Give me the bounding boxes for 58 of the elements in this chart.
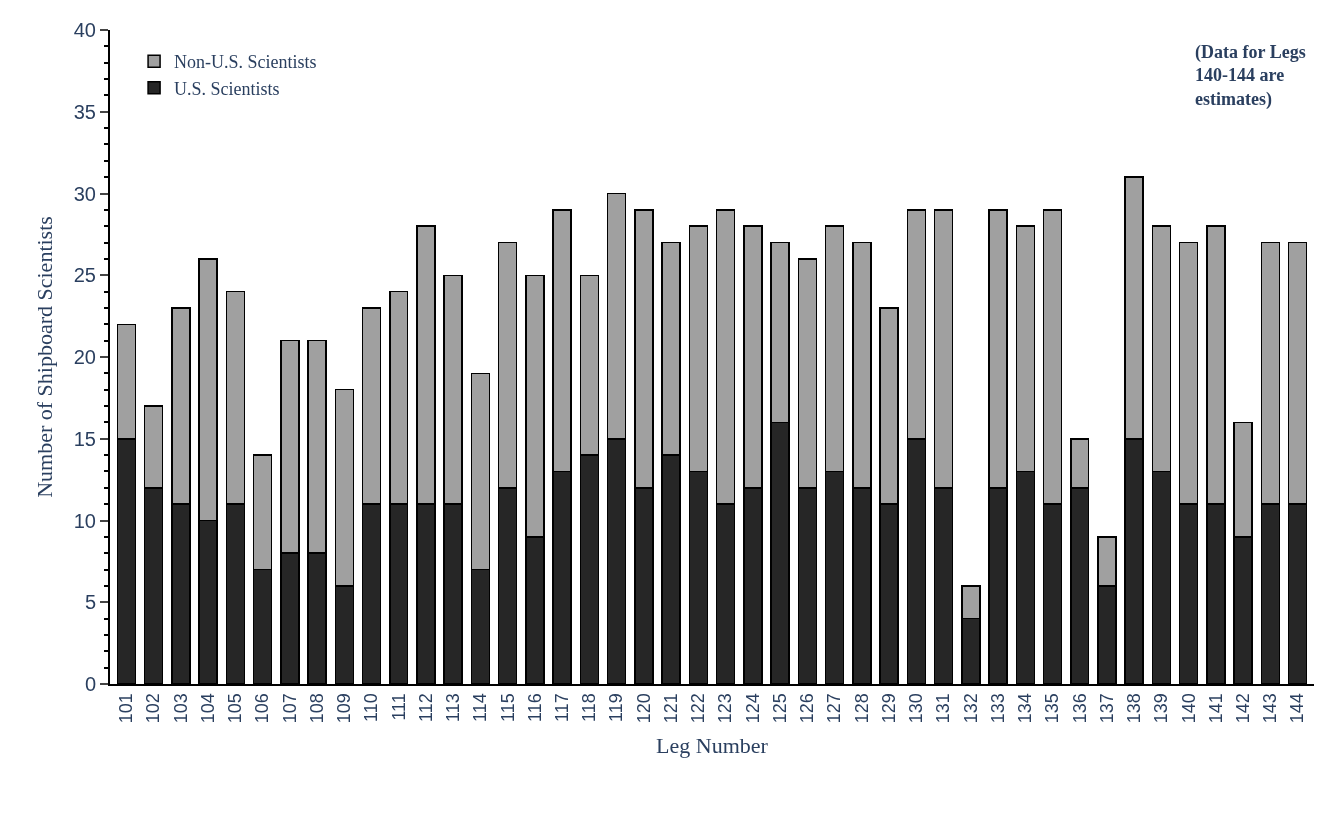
x-tick-label: 127	[824, 693, 845, 724]
x-tick-label: 144	[1287, 693, 1308, 724]
y-axis-title: Number of Shipboard Scientists	[32, 216, 58, 498]
x-tick-label: 142	[1233, 693, 1254, 724]
y-tick-label: 30	[73, 182, 96, 205]
x-tick-label: 140	[1178, 693, 1199, 724]
x-tick-label: 101	[116, 693, 137, 724]
x-tick-label: 137	[1096, 693, 1117, 724]
annotation: (Data for Legs 140-144 are estimates)	[1195, 42, 1306, 110]
y-tick-label: 20	[73, 346, 96, 368]
x-tick-label: 105	[225, 693, 246, 724]
x-tick-label: 135	[1042, 693, 1063, 724]
x-tick-label: 113	[443, 693, 464, 722]
x-tick-label: 129	[878, 693, 899, 724]
x-tick-label: 126	[797, 693, 818, 724]
x-tick-label: 116	[524, 693, 545, 722]
x-tick-label: 138	[1124, 693, 1145, 724]
x-tick-label: 106	[252, 693, 273, 724]
x-tick-label: 103	[170, 693, 191, 724]
x-tick-label: 136	[1069, 693, 1090, 724]
x-tick-label: 111	[388, 693, 409, 721]
x-tick-label: 117	[552, 693, 573, 722]
x-tick-label: 130	[906, 693, 927, 724]
y-tick-label: 0	[84, 673, 96, 695]
x-tick-label: 139	[1151, 693, 1172, 724]
x-tick-label: 119	[606, 693, 627, 722]
x-tick-label: 107	[279, 693, 300, 724]
y-tick-label: 40	[73, 19, 96, 41]
y-tick-label: 10	[73, 509, 96, 532]
x-tick-label: 141	[1205, 693, 1226, 724]
x-tick-label: 108	[306, 693, 327, 724]
x-tick-label: 123	[715, 693, 736, 724]
x-tick-label: 110	[361, 693, 382, 722]
x-tick-label: 132	[960, 693, 981, 724]
x-tick-label: 114	[470, 693, 491, 722]
x-tick-label: 131	[933, 693, 954, 724]
x-tick-label: 102	[143, 693, 164, 724]
x-tick-label: 133	[987, 693, 1008, 724]
legend-label: U.S. Scientists	[174, 78, 280, 99]
x-tick-label: 120	[633, 693, 654, 724]
x-tick-label: 143	[1260, 693, 1281, 724]
y-tick-label: 5	[84, 591, 96, 614]
y-tick-label: 25	[73, 264, 96, 287]
x-tick-label: 112	[415, 693, 436, 722]
x-tick-label: 104	[197, 693, 218, 724]
legend-label: Non-U.S. Scientists	[174, 52, 317, 73]
x-tick-label: 121	[660, 693, 681, 724]
x-tick-label: 128	[851, 693, 872, 724]
x-axis-title: Leg Number	[656, 732, 769, 758]
x-tick-label: 124	[742, 693, 763, 724]
x-tick-label: 118	[579, 693, 600, 722]
y-tick-label: 15	[73, 427, 96, 450]
y-tick-label: 35	[73, 100, 96, 123]
x-tick-label: 134	[1015, 693, 1036, 724]
x-tick-label: 115	[497, 693, 518, 722]
x-tick-label: 109	[334, 693, 355, 724]
x-tick-label: 125	[769, 693, 790, 724]
x-tick-label: 122	[688, 693, 709, 724]
